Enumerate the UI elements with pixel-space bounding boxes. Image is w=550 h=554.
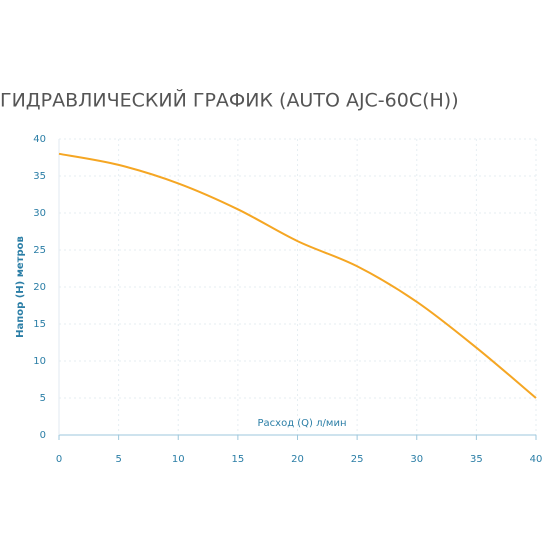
y-tick-label: 35 bbox=[33, 171, 46, 182]
y-axis-label: Напор (Н) метров bbox=[15, 236, 26, 338]
y-tick-label: 0 bbox=[40, 430, 46, 441]
y-tick-label: 5 bbox=[40, 393, 46, 404]
y-tick-label: 30 bbox=[33, 208, 46, 219]
y-tick-label: 20 bbox=[33, 282, 46, 293]
y-tick-label: 25 bbox=[33, 245, 46, 256]
y-tick-label: 40 bbox=[33, 134, 46, 145]
y-tick-label: 10 bbox=[33, 356, 46, 367]
x-axis-label: Расход (Q) л/мин bbox=[258, 418, 347, 429]
x-tick-label: 35 bbox=[470, 454, 483, 465]
x-tick-label: 25 bbox=[351, 454, 364, 465]
x-tick-label: 40 bbox=[530, 454, 543, 465]
x-tick-label: 15 bbox=[232, 454, 245, 465]
x-tick-label: 10 bbox=[172, 454, 185, 465]
chart-title: ГИДРАВЛИЧЕСКИЙ ГРАФИК (AUTO AJC-60C(H)) bbox=[0, 89, 459, 112]
x-tick-label: 20 bbox=[291, 454, 304, 465]
x-tick-label: 0 bbox=[56, 454, 62, 465]
y-tick-label: 15 bbox=[33, 319, 46, 330]
x-tick-label: 30 bbox=[410, 454, 423, 465]
data-line bbox=[58, 152, 537, 399]
x-tick-label: 5 bbox=[115, 454, 121, 465]
